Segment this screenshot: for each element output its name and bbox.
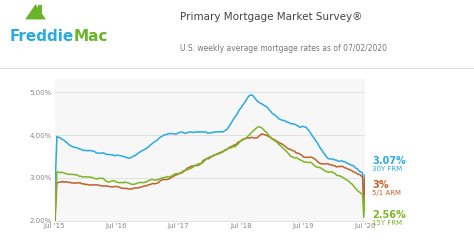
Text: U.S. weekly average mortgage rates as of 07/02/2020: U.S. weekly average mortgage rates as of…: [180, 44, 387, 53]
Text: Primary Mortgage Market Survey®: Primary Mortgage Market Survey®: [180, 12, 363, 22]
Bar: [38, 5, 42, 13]
Text: 5/1 ARM: 5/1 ARM: [372, 190, 401, 196]
Text: 15Y FRM: 15Y FRM: [372, 220, 402, 226]
Polygon shape: [25, 4, 46, 19]
Text: 2.56%: 2.56%: [372, 210, 406, 220]
Text: 3.07%: 3.07%: [372, 156, 406, 166]
Text: 3%: 3%: [372, 180, 389, 190]
Text: Mac: Mac: [73, 29, 108, 44]
Text: Freddie: Freddie: [9, 29, 74, 44]
Text: 30Y FRM: 30Y FRM: [372, 166, 402, 172]
